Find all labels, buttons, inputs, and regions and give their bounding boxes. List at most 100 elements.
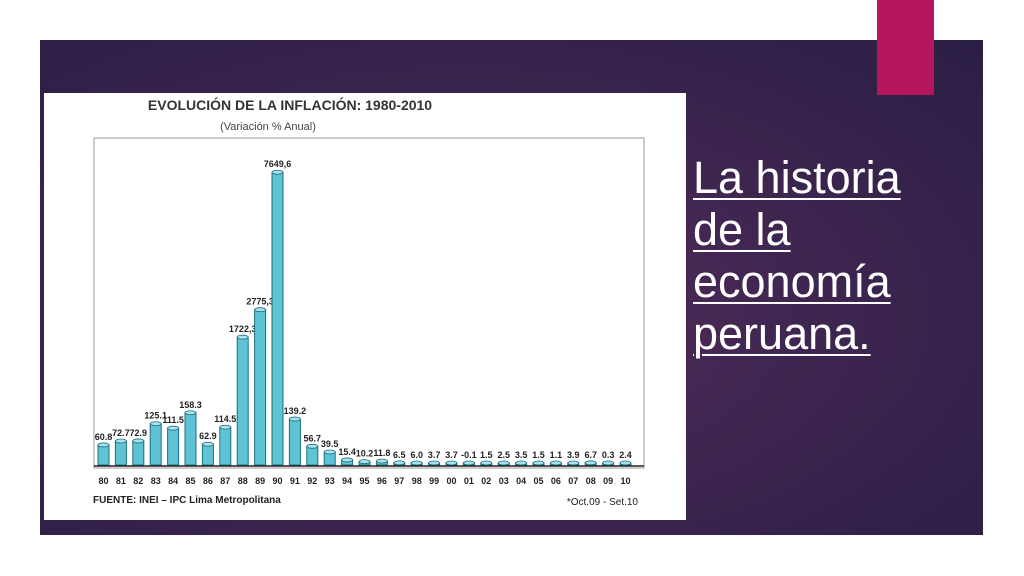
x-tick-93: 93 bbox=[325, 476, 335, 486]
chart-source: FUENTE: INEI – IPC Lima Metropolitana bbox=[93, 495, 281, 506]
chart-svg: EVOLUCIÓN DE LA INFLACIÓN: 1980-2010 (Va… bbox=[93, 96, 645, 508]
x-tick-86: 86 bbox=[203, 476, 213, 486]
data-label-93: 39.5 bbox=[321, 439, 339, 449]
x-tick-98: 98 bbox=[412, 476, 422, 486]
bar-89 bbox=[254, 309, 267, 466]
x-tick-88: 88 bbox=[238, 476, 248, 486]
x-tick-02: 02 bbox=[481, 476, 491, 486]
bar-cap-04 bbox=[515, 460, 528, 466]
x-tick-99: 99 bbox=[429, 476, 439, 486]
data-label-95: 10.2 bbox=[356, 449, 374, 459]
bar-cap-00 bbox=[445, 460, 458, 466]
data-label-96: 11.8 bbox=[373, 448, 390, 458]
bar-82 bbox=[132, 440, 145, 466]
x-tick-95: 95 bbox=[359, 476, 369, 486]
x-tick-90: 90 bbox=[272, 476, 282, 486]
bar-cap-83 bbox=[149, 421, 162, 427]
bar-cap-03 bbox=[497, 460, 510, 466]
bar-cap-85 bbox=[184, 410, 197, 416]
bar-92 bbox=[306, 445, 319, 466]
x-tick-05: 05 bbox=[533, 476, 543, 486]
inflation-chart: EVOLUCIÓN DE LA INFLACIÓN: 1980-2010 (Va… bbox=[44, 93, 686, 520]
bar-cap-84 bbox=[167, 425, 180, 431]
x-tick-97: 97 bbox=[394, 476, 404, 486]
chart-title: EVOLUCIÓN DE LA INFLACIÓN: 1980-2010 bbox=[148, 96, 432, 113]
bar-cap-86 bbox=[201, 441, 214, 447]
data-label-80: 60.8 bbox=[95, 432, 113, 442]
bar-80 bbox=[97, 444, 110, 466]
x-tick-94: 94 bbox=[342, 476, 352, 486]
bar-cap-10 bbox=[619, 460, 632, 466]
data-label-88: 1722,3 bbox=[229, 324, 257, 334]
accent-tab bbox=[877, 0, 934, 95]
bar-cap-92 bbox=[306, 443, 319, 449]
data-label-00: 3.7 bbox=[445, 450, 458, 460]
data-label-07: 3.9 bbox=[567, 450, 580, 460]
x-tick-08: 08 bbox=[586, 476, 596, 486]
x-tick-84: 84 bbox=[168, 476, 178, 486]
bar-cap-81 bbox=[115, 438, 127, 444]
data-label-89: 2775,3 bbox=[246, 297, 274, 307]
bar-cap-89 bbox=[254, 307, 267, 313]
x-tick-89: 89 bbox=[255, 476, 265, 486]
bar-86 bbox=[201, 443, 214, 466]
data-label-09: 0.3 bbox=[602, 450, 615, 460]
x-tick-10: 10 bbox=[620, 476, 630, 486]
bar-cap-87 bbox=[219, 424, 232, 430]
bar-90 bbox=[271, 171, 284, 466]
data-label-87: 114.5 bbox=[214, 414, 236, 424]
x-tick-06: 06 bbox=[551, 476, 561, 486]
data-label-90: 7649,6 bbox=[264, 159, 292, 169]
x-tick-85: 85 bbox=[185, 476, 195, 486]
bar-cap-88 bbox=[236, 334, 249, 340]
data-label-03: 2.5 bbox=[497, 450, 510, 460]
data-label-06: 1.1 bbox=[550, 450, 563, 460]
slide-title[interactable]: La historia de la economía peruana. bbox=[693, 152, 901, 359]
data-label-99: 3.7 bbox=[428, 450, 441, 460]
x-tick-03: 03 bbox=[499, 476, 509, 486]
bar-cap-07 bbox=[567, 460, 580, 466]
chart-footnote: *Oct.09 - Set.10 bbox=[567, 497, 639, 508]
bar-cap-01 bbox=[462, 460, 475, 466]
x-tick-91: 91 bbox=[290, 476, 300, 486]
x-tick-83: 83 bbox=[151, 476, 161, 486]
data-label-98: 6.0 bbox=[410, 450, 423, 460]
data-label-92: 56.7 bbox=[304, 433, 322, 443]
data-label-84: 111.5 bbox=[162, 415, 184, 425]
x-tick-labels: 80 81 82 83 84 85 86 87 88 89 90 91 92 93 94 95 96 97 98 99… bbox=[98, 476, 630, 486]
bar-83 bbox=[149, 423, 162, 466]
data-label-97: 6.5 bbox=[393, 450, 406, 460]
bar-91 bbox=[288, 418, 301, 466]
data-label-86: 62.9 bbox=[199, 431, 217, 441]
bar-cap-08 bbox=[584, 460, 597, 466]
bar-cap-02 bbox=[480, 460, 493, 466]
bar-cap-99 bbox=[428, 460, 441, 466]
x-tick-07: 07 bbox=[568, 476, 578, 486]
x-tick-82: 82 bbox=[133, 476, 143, 486]
bar-88 bbox=[236, 336, 249, 466]
bar-cap-90 bbox=[271, 169, 284, 175]
data-label-02: 1.5 bbox=[480, 450, 493, 460]
bar-87 bbox=[219, 426, 232, 466]
bar-cap-98 bbox=[410, 460, 423, 466]
bar-cap-80 bbox=[97, 442, 110, 448]
bar-cap-06 bbox=[549, 460, 562, 466]
data-label-82: 72.9 bbox=[130, 428, 148, 438]
data-label-83: 125.1 bbox=[144, 411, 167, 421]
bar-84 bbox=[167, 427, 180, 466]
bar-81 bbox=[114, 440, 127, 466]
x-tick-96: 96 bbox=[377, 476, 387, 486]
bar-cap-91 bbox=[288, 416, 301, 422]
x-tick-87: 87 bbox=[220, 476, 230, 486]
data-label-91: 139.2 bbox=[284, 406, 307, 416]
x-tick-09: 09 bbox=[603, 476, 613, 486]
data-label-81: 72.7 bbox=[112, 428, 130, 438]
bar-cap-09 bbox=[602, 460, 614, 466]
x-tick-01: 01 bbox=[464, 476, 474, 486]
bar-cap-97 bbox=[393, 460, 406, 466]
x-tick-04: 04 bbox=[516, 476, 526, 486]
data-label-94: 15.4 bbox=[338, 447, 356, 457]
bar-cap-82 bbox=[132, 438, 145, 444]
bar-cap-95 bbox=[358, 459, 371, 465]
x-tick-80: 80 bbox=[98, 476, 108, 486]
